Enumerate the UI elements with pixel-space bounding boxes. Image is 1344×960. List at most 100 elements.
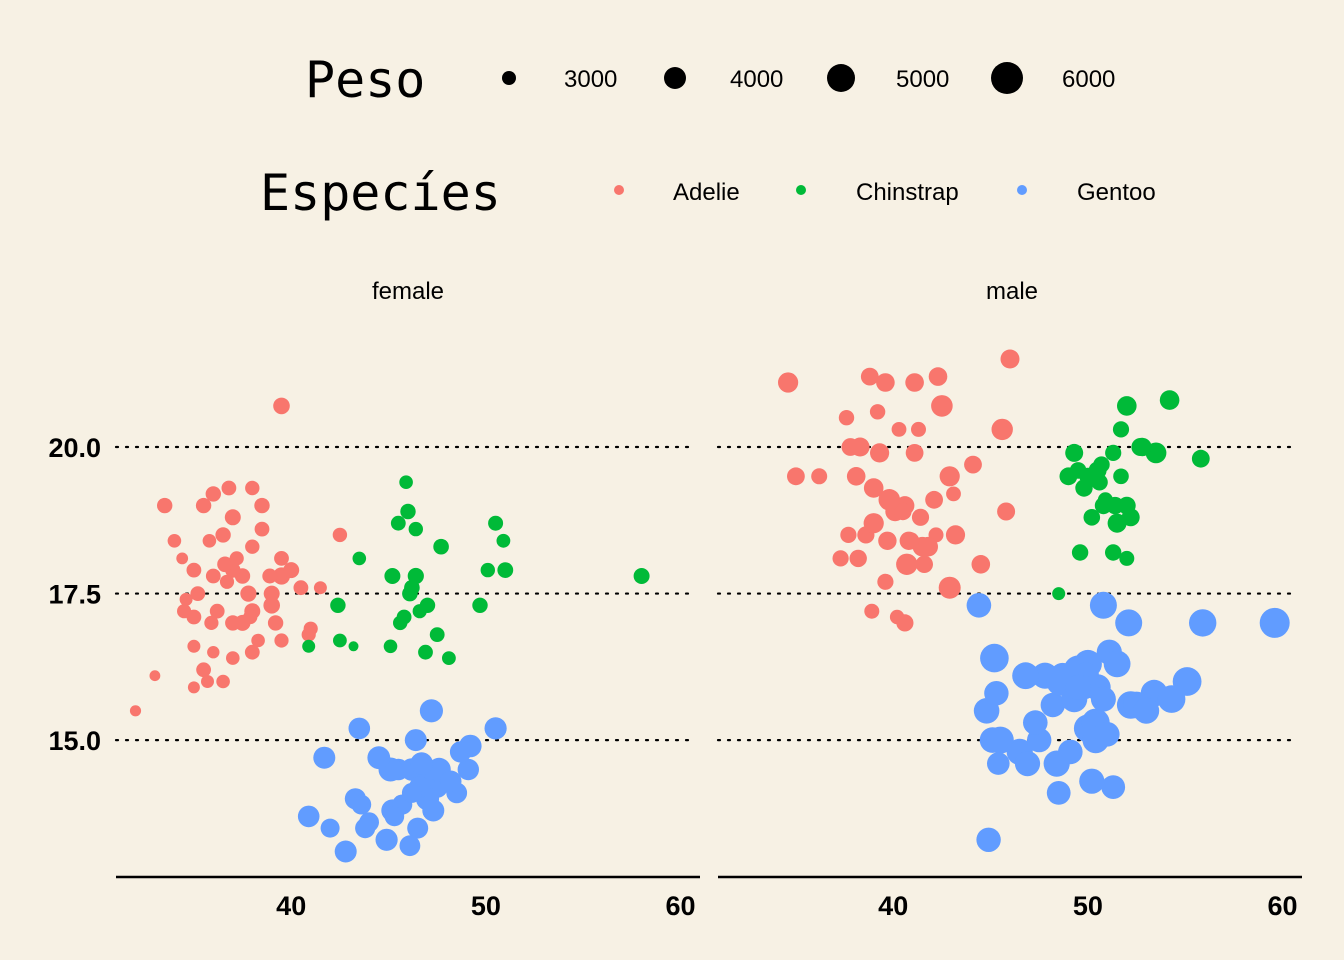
point-female-gentoo bbox=[419, 699, 443, 723]
point-female-gentoo bbox=[351, 794, 372, 815]
point-female-chinstrap bbox=[419, 597, 436, 613]
point-male-adelie bbox=[811, 468, 828, 485]
point-female-adelie bbox=[332, 527, 348, 543]
point-female-adelie bbox=[245, 539, 260, 554]
point-male-adelie bbox=[863, 478, 884, 498]
point-male-adelie bbox=[964, 455, 982, 474]
x-tick-label: 60 bbox=[666, 891, 696, 921]
size-legend-key-2 bbox=[664, 67, 686, 89]
point-female-chinstrap bbox=[330, 597, 346, 613]
point-female-chinstrap bbox=[399, 475, 413, 490]
color-legend-key-chinstrap bbox=[796, 185, 806, 195]
point-male-chinstrap bbox=[1119, 550, 1135, 566]
point-female-chinstrap bbox=[488, 515, 504, 531]
color-legend-key-adelie bbox=[614, 185, 624, 195]
point-male-adelie bbox=[925, 490, 943, 509]
point-male-adelie bbox=[840, 526, 857, 544]
point-female-chinstrap bbox=[633, 568, 650, 584]
point-female-adelie bbox=[215, 527, 231, 543]
point-male-adelie bbox=[869, 404, 886, 420]
point-male-gentoo bbox=[1259, 607, 1290, 638]
point-female-adelie bbox=[293, 580, 309, 596]
point-female-adelie bbox=[179, 592, 193, 606]
point-female-chinstrap bbox=[497, 562, 514, 578]
point-male-adelie bbox=[863, 513, 884, 534]
point-male-gentoo bbox=[1058, 739, 1083, 765]
point-female-gentoo bbox=[320, 818, 340, 838]
point-female-adelie bbox=[226, 651, 240, 665]
point-female-adelie bbox=[177, 604, 192, 619]
point-male-gentoo bbox=[1014, 751, 1041, 777]
point-female-gentoo bbox=[401, 782, 422, 803]
point-male-chinstrap bbox=[1191, 449, 1210, 468]
point-male-adelie bbox=[896, 553, 918, 575]
point-female-adelie bbox=[219, 574, 235, 589]
point-female-adelie bbox=[205, 486, 221, 502]
point-male-chinstrap bbox=[1091, 473, 1108, 491]
point-female-gentoo bbox=[410, 752, 433, 775]
color-legend: Especíes Adelie Chinstrap Gentoo bbox=[260, 164, 1156, 222]
point-male-adelie bbox=[896, 614, 914, 632]
point-male-adelie bbox=[911, 421, 926, 437]
point-female-chinstrap bbox=[352, 551, 367, 566]
point-female-gentoo bbox=[334, 840, 357, 863]
size-legend-key-4 bbox=[991, 62, 1023, 94]
point-female-adelie bbox=[267, 615, 284, 631]
point-female-adelie bbox=[196, 662, 212, 678]
size-legend-label-3: 5000 bbox=[896, 66, 949, 93]
point-female-gentoo bbox=[355, 818, 376, 839]
point-female-chinstrap bbox=[383, 639, 398, 654]
point-female-chinstrap bbox=[348, 641, 359, 652]
point-male-gentoo bbox=[1079, 768, 1105, 794]
point-male-adelie bbox=[778, 372, 799, 393]
point-male-adelie bbox=[894, 502, 912, 521]
point-male-gentoo bbox=[1101, 775, 1126, 799]
point-female-adelie bbox=[254, 497, 270, 514]
point-male-chinstrap bbox=[1075, 479, 1093, 497]
x-tick-label: 50 bbox=[1073, 891, 1103, 921]
point-male-gentoo bbox=[1089, 591, 1117, 619]
x-tick-label: 40 bbox=[878, 891, 908, 921]
point-female-gentoo bbox=[367, 746, 391, 770]
point-female-chinstrap bbox=[418, 644, 433, 660]
size-legend-label-1: 3000 bbox=[564, 66, 617, 93]
point-male-adelie bbox=[832, 550, 849, 567]
point-male-adelie bbox=[877, 573, 894, 590]
point-female-gentoo bbox=[457, 758, 479, 781]
point-male-adelie bbox=[891, 422, 907, 437]
data-points bbox=[129, 349, 1290, 863]
point-female-adelie bbox=[229, 551, 244, 566]
point-female-adelie bbox=[187, 681, 200, 694]
point-female-chinstrap bbox=[400, 503, 416, 520]
point-male-adelie bbox=[1000, 349, 1020, 369]
point-male-gentoo bbox=[1090, 686, 1116, 712]
point-male-chinstrap bbox=[1052, 587, 1066, 601]
point-male-gentoo bbox=[980, 643, 1009, 673]
point-male-chinstrap bbox=[1105, 444, 1122, 461]
size-legend-key-1 bbox=[502, 71, 516, 85]
point-female-gentoo bbox=[459, 734, 482, 758]
point-male-adelie bbox=[846, 467, 866, 486]
point-male-adelie bbox=[878, 531, 897, 550]
point-female-adelie bbox=[176, 552, 189, 565]
point-female-chinstrap bbox=[302, 639, 316, 653]
point-male-gentoo bbox=[1012, 662, 1039, 690]
point-male-gentoo bbox=[1189, 609, 1217, 637]
point-male-chinstrap bbox=[1065, 443, 1084, 462]
point-male-adelie bbox=[997, 502, 1016, 521]
color-legend-label-gentoo: Gentoo bbox=[1077, 179, 1156, 206]
point-male-adelie bbox=[905, 373, 924, 392]
point-female-chinstrap bbox=[472, 597, 488, 613]
size-legend: Peso 3000 4000 5000 6000 bbox=[305, 51, 1115, 109]
point-female-adelie bbox=[245, 480, 260, 496]
point-male-gentoo bbox=[1046, 781, 1071, 805]
point-male-adelie bbox=[931, 395, 953, 417]
point-male-chinstrap bbox=[1133, 437, 1152, 457]
point-female-adelie bbox=[187, 639, 201, 653]
point-female-chinstrap bbox=[408, 521, 423, 537]
point-female-adelie bbox=[129, 705, 142, 717]
point-male-chinstrap bbox=[1117, 396, 1137, 416]
point-male-adelie bbox=[928, 367, 948, 386]
point-male-gentoo bbox=[1023, 710, 1048, 735]
